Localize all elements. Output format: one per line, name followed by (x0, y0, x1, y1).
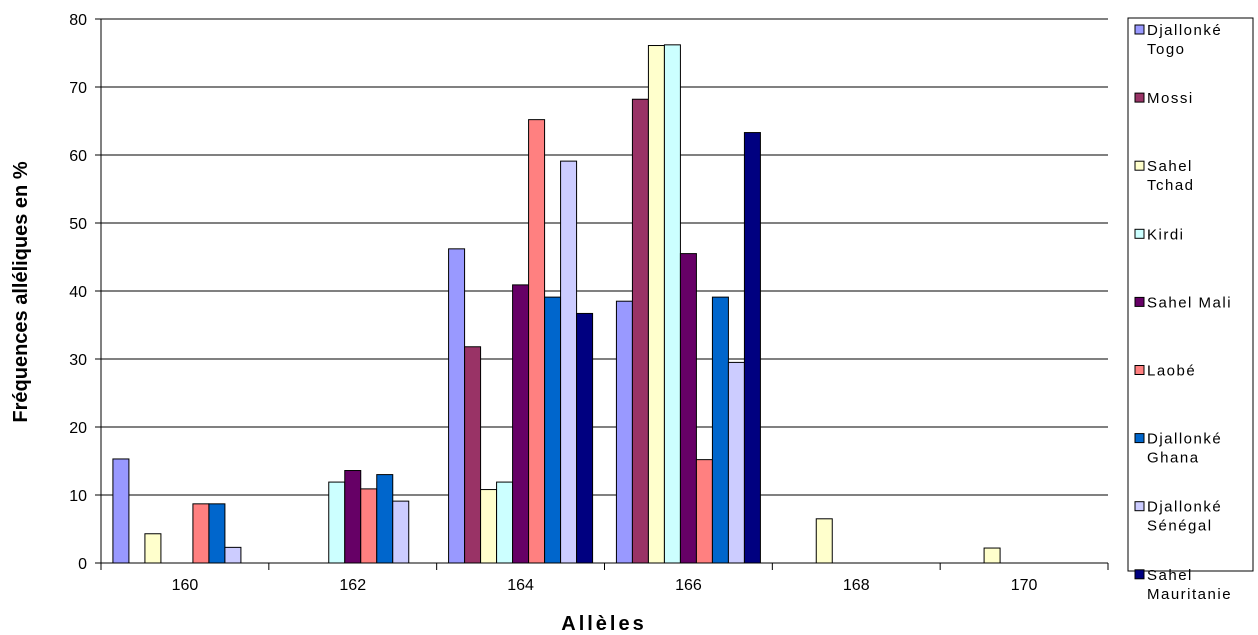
legend-label: Laobé (1147, 363, 1196, 380)
gridlines (101, 18, 1108, 496)
y-tick-label: 50 (69, 216, 87, 233)
bar (727, 361, 745, 564)
bar (392, 500, 410, 564)
bar (711, 296, 729, 564)
legend-label: Djallonké (1147, 499, 1222, 516)
legend: Djallonké Togo Mossi Sahel Tchad Kirdi Sahel M… (1127, 17, 1254, 603)
legend-label: Sahel (1147, 567, 1193, 584)
bar (743, 132, 761, 564)
x-tick-label: 170 (1011, 577, 1038, 594)
bar (464, 346, 482, 564)
legend-label: Mossi (1147, 90, 1194, 107)
y-tick-label: 80 (69, 12, 87, 29)
y-tick-label: 70 (69, 80, 87, 97)
legend-label: Sahel Mali (1147, 294, 1232, 311)
bar (496, 481, 514, 564)
legend-label: Togo (1147, 41, 1186, 58)
bar (448, 248, 466, 564)
y-tick-label: 10 (69, 488, 87, 505)
legend-swatch (1134, 160, 1145, 171)
y-tick-labels: 0 10 20 30 40 50 60 70 80 (69, 12, 87, 573)
legend-label: Sénégal (1147, 518, 1213, 535)
legend-swatch (1134, 296, 1145, 307)
legend-label: Djallonké (1147, 431, 1222, 448)
y-axis-title: Fréquences alléliques en % (10, 161, 32, 422)
axes (95, 18, 1109, 570)
bar (983, 547, 1001, 564)
legend-label: Mauritanie (1147, 586, 1232, 603)
legend-swatch (1134, 569, 1145, 580)
x-tick-label: 162 (339, 577, 366, 594)
bar (192, 503, 210, 564)
bar (480, 489, 498, 564)
bar (560, 160, 578, 564)
legend-label: Sahel (1147, 158, 1193, 175)
bar (544, 296, 562, 564)
bar (695, 459, 713, 564)
x-tick-label: 166 (675, 577, 702, 594)
bar (631, 98, 649, 564)
bar (208, 503, 226, 564)
legend-swatch (1134, 365, 1145, 375)
bar (663, 44, 681, 564)
y-tick-label: 60 (69, 148, 87, 165)
legend-swatch (1134, 433, 1145, 444)
bar (344, 470, 362, 564)
bar (512, 284, 530, 564)
legend-swatch (1134, 24, 1145, 35)
legend-swatch (1134, 228, 1145, 239)
y-tick-label: 0 (78, 556, 87, 573)
bar (615, 300, 633, 564)
legend-swatch (1134, 92, 1145, 103)
bar (112, 458, 130, 564)
x-tick-label: 168 (843, 577, 870, 594)
legend-label: Ghana (1147, 450, 1200, 467)
bar (360, 488, 378, 564)
bar (328, 481, 346, 564)
legend-swatch (1134, 501, 1145, 512)
x-tick-label: 164 (507, 577, 534, 594)
legend-label: Djallonké (1147, 22, 1222, 39)
bar (647, 45, 665, 564)
bar (376, 474, 394, 564)
bar (144, 533, 162, 564)
bar (528, 119, 546, 564)
x-tick-labels: 160 162 164 166 168 170 (172, 577, 1038, 594)
bar (679, 253, 697, 564)
legend-label: Kirdi (1147, 226, 1185, 243)
legend-label: Tchad (1147, 177, 1195, 194)
bar (576, 312, 594, 564)
bars (112, 44, 1001, 564)
y-tick-label: 40 (69, 284, 87, 301)
bar (815, 518, 833, 564)
y-tick-label: 30 (69, 352, 87, 369)
x-axis-title: Allèles (561, 613, 646, 635)
y-tick-label: 20 (69, 420, 87, 437)
bar (224, 546, 242, 564)
legend-box (1127, 17, 1254, 572)
x-tick-label: 160 (172, 577, 199, 594)
